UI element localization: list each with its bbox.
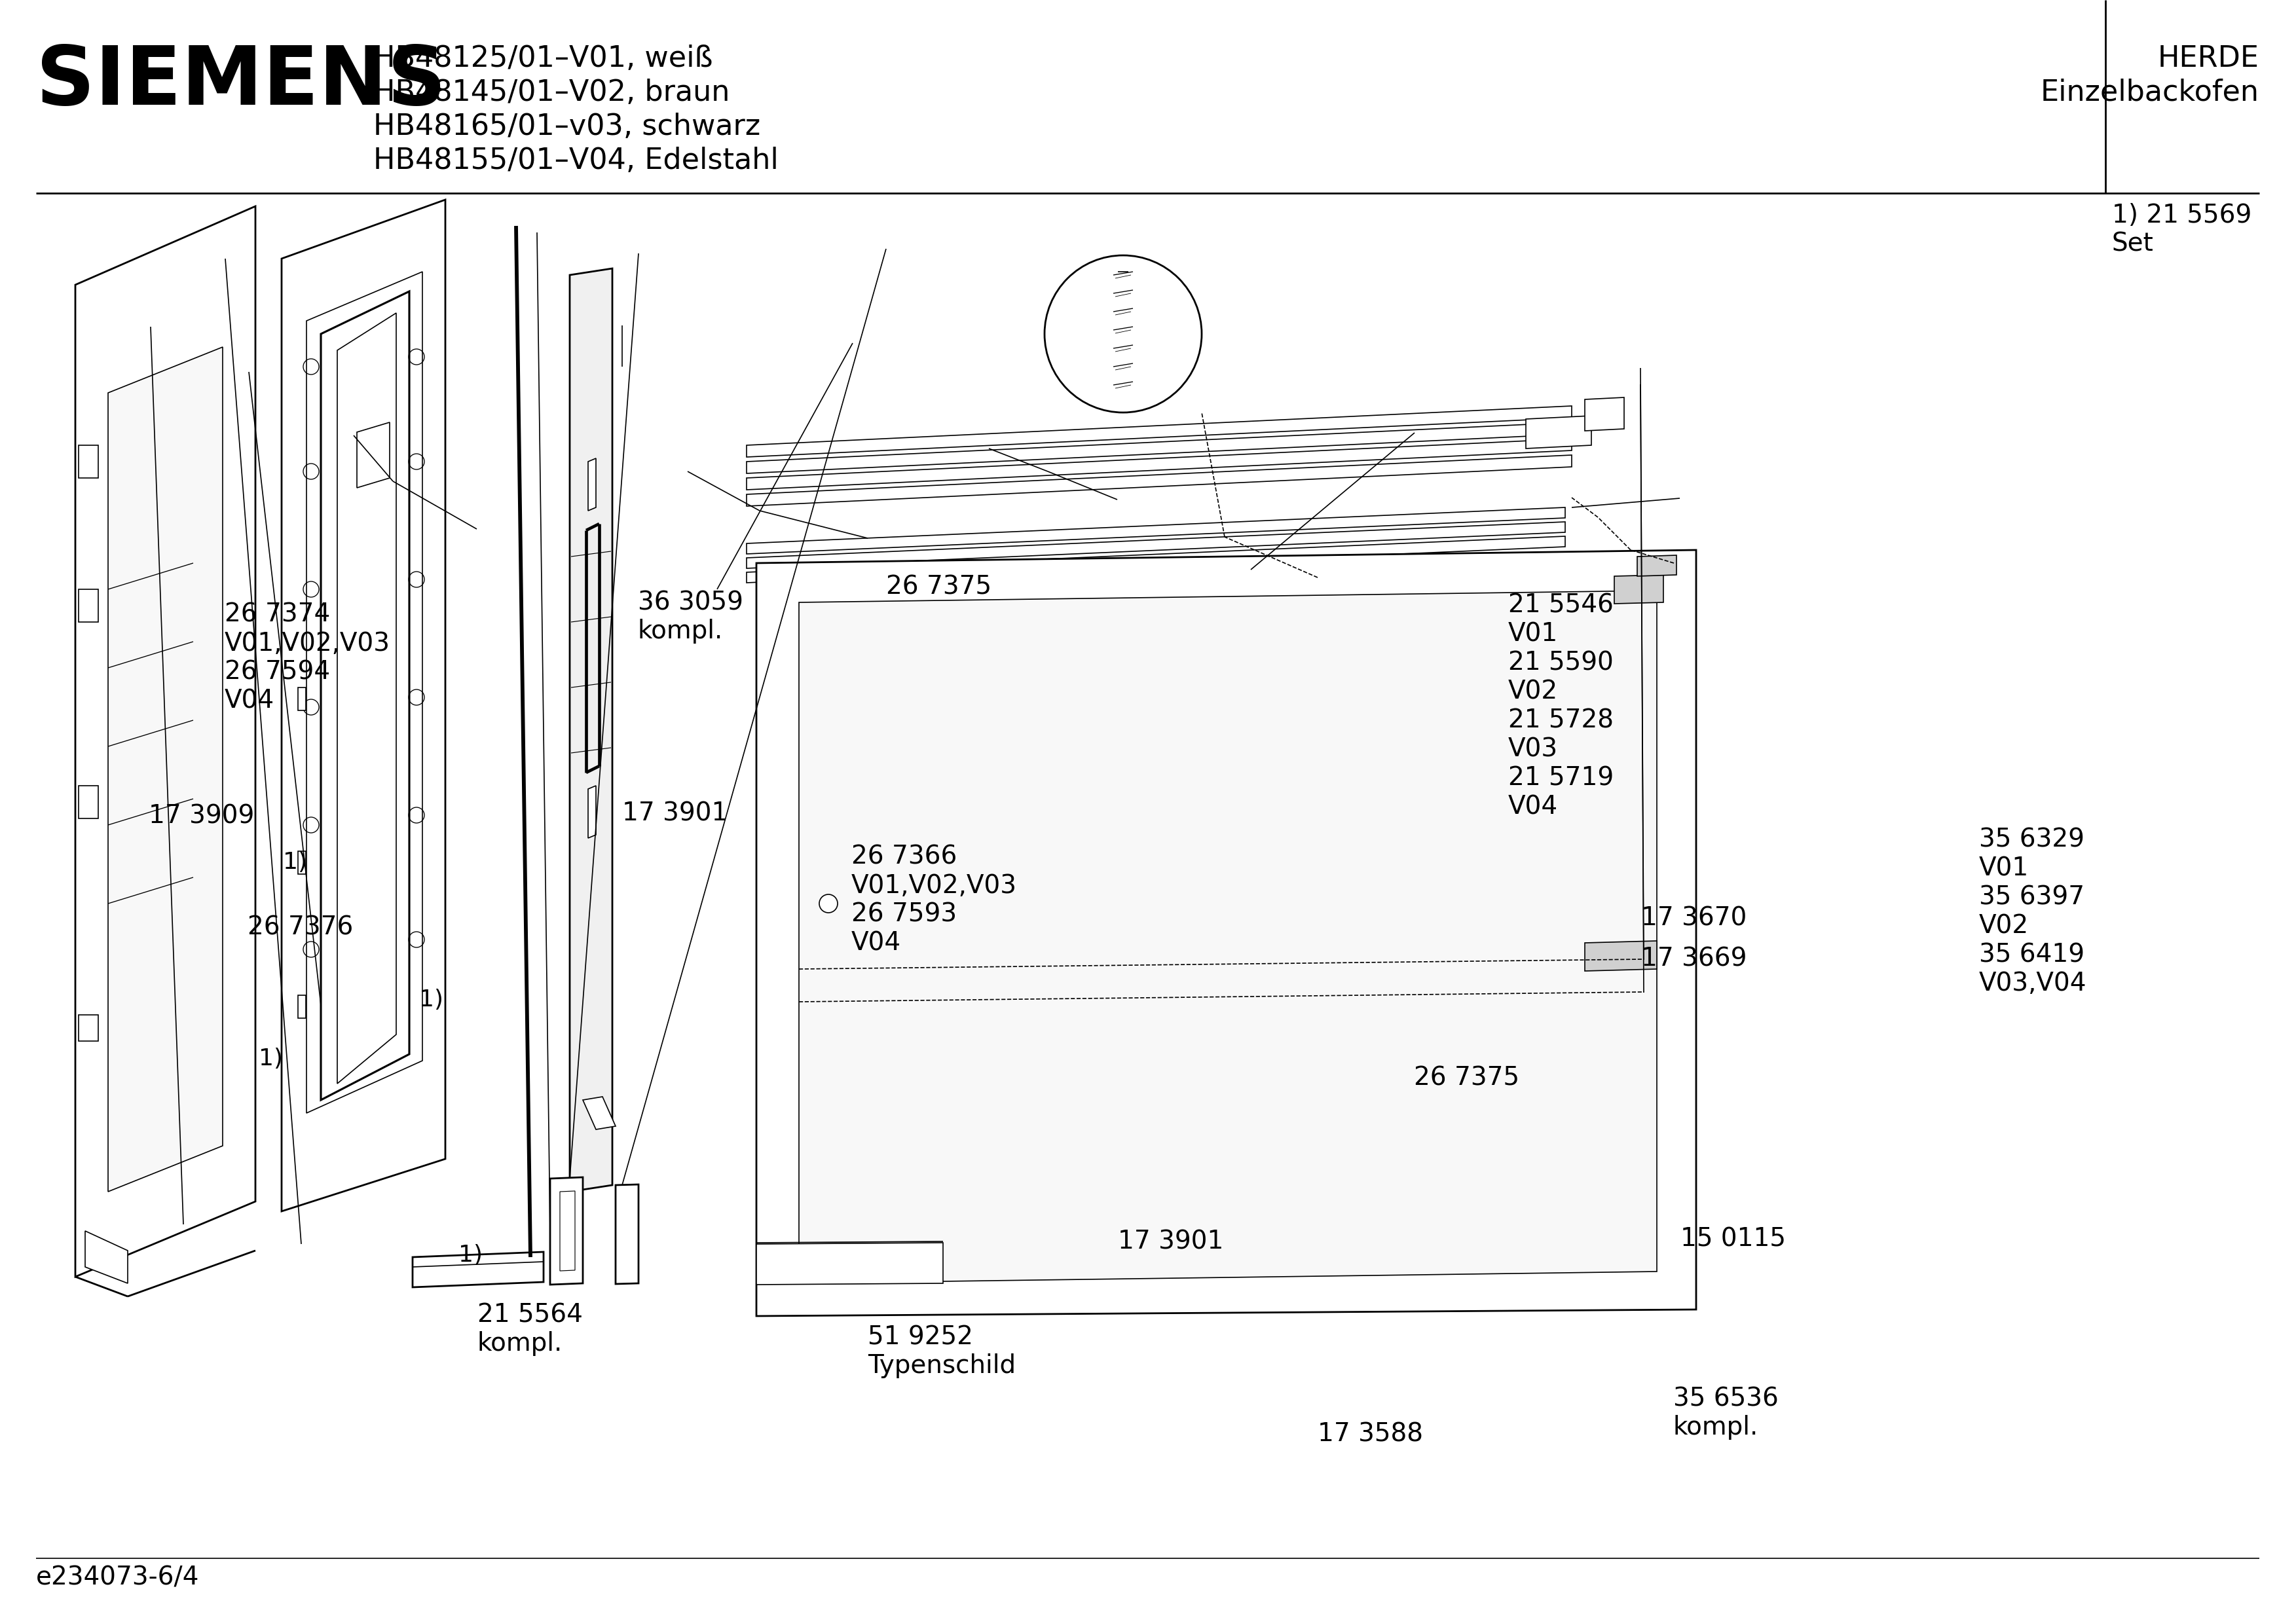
Polygon shape (569, 269, 613, 1191)
Text: 17 3588: 17 3588 (1318, 1422, 1424, 1446)
Text: 26 7375: 26 7375 (886, 575, 992, 600)
Text: 1) 21 5569
Set: 1) 21 5569 Set (2112, 203, 2252, 256)
Text: 26 7375: 26 7375 (1414, 1066, 1520, 1090)
Text: 1): 1) (282, 851, 308, 874)
Polygon shape (298, 851, 305, 874)
Text: Einzelbackofen: Einzelbackofen (2041, 79, 2259, 106)
Text: HB48125/01–V01, weiß: HB48125/01–V01, weiß (374, 45, 712, 73)
Text: 17 3909: 17 3909 (149, 804, 255, 829)
Text: 26 7376: 26 7376 (248, 916, 354, 940)
Polygon shape (755, 584, 790, 614)
Polygon shape (85, 1232, 129, 1283)
Text: 17 3901: 17 3901 (622, 801, 728, 825)
Text: e234073-6/4: e234073-6/4 (37, 1565, 200, 1589)
Polygon shape (1584, 398, 1623, 430)
Polygon shape (108, 347, 223, 1191)
Polygon shape (356, 422, 390, 488)
Polygon shape (755, 621, 790, 650)
Polygon shape (746, 438, 1573, 490)
Text: 35 6536
kompl.: 35 6536 kompl. (1674, 1386, 1779, 1440)
Polygon shape (746, 455, 1573, 506)
Polygon shape (588, 458, 597, 511)
Polygon shape (413, 1253, 544, 1288)
Polygon shape (615, 1185, 638, 1285)
Circle shape (820, 895, 838, 912)
Text: 36 3059
kompl.: 36 3059 kompl. (638, 590, 744, 643)
Text: 17 3669: 17 3669 (1642, 946, 1747, 970)
Text: 21 5546
V01
21 5590
V02
21 5728
V03
21 5719
V04: 21 5546 V01 21 5590 V02 21 5728 V03 21 5… (1508, 593, 1614, 821)
Polygon shape (1614, 575, 1662, 603)
Polygon shape (78, 590, 99, 622)
Polygon shape (799, 590, 1658, 1283)
Polygon shape (551, 1177, 583, 1285)
Polygon shape (305, 272, 422, 1112)
Text: HERDE: HERDE (2158, 45, 2259, 73)
Text: HB48145/01–V02, braun: HB48145/01–V02, braun (374, 79, 730, 106)
Polygon shape (78, 445, 99, 479)
Polygon shape (583, 1096, 615, 1130)
Polygon shape (298, 995, 305, 1019)
Polygon shape (746, 508, 1566, 555)
Polygon shape (76, 206, 255, 1277)
Polygon shape (755, 1243, 944, 1285)
Polygon shape (1637, 555, 1676, 575)
Text: 51 9252
Typenschild: 51 9252 Typenschild (868, 1325, 1015, 1378)
Polygon shape (746, 406, 1573, 458)
Polygon shape (1584, 941, 1658, 970)
Polygon shape (78, 1016, 99, 1041)
Text: 1): 1) (259, 1048, 282, 1070)
Polygon shape (560, 1191, 574, 1270)
Polygon shape (746, 537, 1566, 582)
Polygon shape (746, 522, 1566, 569)
Text: 17 3901: 17 3901 (1118, 1230, 1224, 1254)
Text: SIEMENS: SIEMENS (37, 42, 445, 123)
Text: 1): 1) (420, 988, 443, 1011)
Polygon shape (78, 785, 99, 819)
Text: HB48165/01–v03, schwarz: HB48165/01–v03, schwarz (374, 113, 760, 140)
Polygon shape (282, 200, 445, 1211)
Circle shape (1045, 255, 1201, 413)
Text: 26 7366
V01,V02,V03
26 7593
V04: 26 7366 V01,V02,V03 26 7593 V04 (852, 845, 1017, 956)
Text: HB48155/01–V04, Edelstahl: HB48155/01–V04, Edelstahl (374, 147, 778, 174)
Text: 17 3670: 17 3670 (1642, 906, 1747, 930)
Text: 21 5564
kompl.: 21 5564 kompl. (478, 1302, 583, 1356)
Polygon shape (1527, 416, 1591, 448)
Text: 1): 1) (459, 1244, 482, 1267)
Text: 15 0115: 15 0115 (1681, 1227, 1786, 1251)
Text: 26 7374
V01,V02,V03
26 7594
V04: 26 7374 V01,V02,V03 26 7594 V04 (225, 603, 390, 714)
Text: 35 6329
V01
35 6397
V02
35 6419
V03,V04: 35 6329 V01 35 6397 V02 35 6419 V03,V04 (1979, 827, 2087, 996)
Polygon shape (588, 785, 597, 838)
Polygon shape (746, 422, 1573, 474)
Polygon shape (755, 550, 1697, 1315)
Polygon shape (298, 687, 305, 711)
